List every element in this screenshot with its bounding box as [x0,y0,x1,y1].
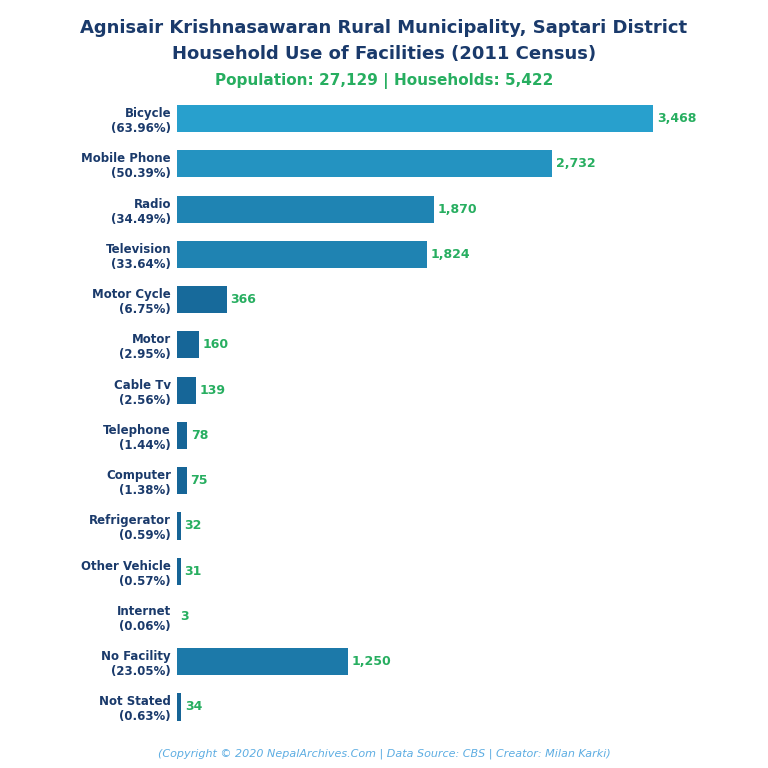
Text: (Copyright © 2020 NepalArchives.Com | Data Source: CBS | Creator: Milan Karki): (Copyright © 2020 NepalArchives.Com | Da… [157,748,611,759]
Bar [177,648,349,675]
Text: 1,870: 1,870 [437,203,477,216]
Bar [177,694,181,720]
Text: 139: 139 [199,384,225,396]
Text: 31: 31 [184,564,202,578]
Text: Agnisair Krishnasawaran Rural Municipality, Saptari District: Agnisair Krishnasawaran Rural Municipali… [81,19,687,37]
Text: 75: 75 [190,474,208,487]
Bar [177,151,552,177]
Bar [177,558,181,584]
Text: 32: 32 [184,519,202,532]
Text: 1,824: 1,824 [431,248,470,261]
Text: 34: 34 [185,700,202,713]
Text: 3,468: 3,468 [657,112,696,125]
Bar [177,286,227,313]
Text: Population: 27,129 | Households: 5,422: Population: 27,129 | Households: 5,422 [215,73,553,89]
Text: 78: 78 [190,429,208,442]
Text: 160: 160 [202,339,228,352]
Text: 1,250: 1,250 [352,655,392,668]
Bar [177,241,427,268]
Text: 2,732: 2,732 [555,157,595,170]
Bar [177,512,181,539]
Bar [177,105,654,132]
Text: 366: 366 [230,293,257,306]
Bar [177,376,196,404]
Bar [177,331,199,359]
Bar [177,196,434,223]
Bar [177,467,187,495]
Text: Household Use of Facilities (2011 Census): Household Use of Facilities (2011 Census… [172,45,596,62]
Bar [177,422,187,449]
Text: 3: 3 [180,610,189,623]
